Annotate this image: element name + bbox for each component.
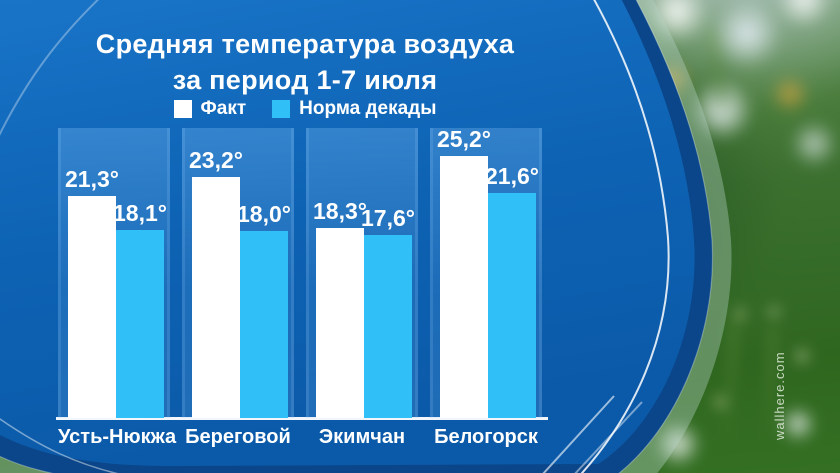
legend-fact-label: Факт: [200, 98, 247, 119]
fact-bar: [68, 196, 116, 418]
value-label: 21,3°: [65, 166, 119, 193]
x-axis-baseline: [56, 417, 548, 420]
value-label: 25,2°: [437, 125, 491, 152]
category-label: Белогорск: [434, 426, 538, 448]
legend-norm-label: Норма декады: [299, 98, 437, 119]
fact-bar: [440, 155, 488, 418]
norm-swatch-icon: [272, 100, 291, 118]
norm-bar: [116, 229, 164, 418]
category-label: Усть-Нюкжа: [58, 426, 177, 448]
value-label: 23,2°: [189, 146, 243, 173]
norm-bar: [488, 193, 536, 418]
chart: 21,3° 18,1° Усть-Нюкжа 23,2° 18,0° Береговой 1…: [56, 125, 548, 448]
column-panel: 25,2° 21,6°: [430, 125, 542, 418]
column-panel: 18,3° 17,6°: [306, 128, 418, 418]
fact-swatch-icon: [173, 100, 192, 118]
bottom-right-accent-line: [574, 401, 643, 473]
title-line-2: за период 1-7 июля: [172, 65, 438, 95]
fact-bar: [192, 176, 240, 418]
top-left-accent-arc: [0, 0, 99, 136]
category-label: Береговой: [185, 426, 291, 448]
inner-white-arc-line: [580, 0, 670, 473]
fact-bar: [316, 227, 364, 418]
bottom-right-accent-line: [542, 395, 615, 473]
bottom-left-accent-line: [0, 418, 119, 473]
column-panel: 21,3° 18,1°: [58, 128, 170, 418]
value-label: 18,0°: [237, 200, 291, 227]
chart-title: Средняя температура воздуха за период 1-…: [40, 26, 570, 98]
legend-item-fact: Факт: [173, 98, 247, 120]
legend-item-norm: Норма декады: [272, 98, 436, 120]
legend: Факт Норма декады: [40, 98, 570, 120]
value-label: 17,6°: [361, 204, 415, 231]
category-label: Экимчан: [318, 426, 406, 448]
value-label: 18,3°: [313, 197, 367, 224]
title-line-1: Средняя температура воздуха: [95, 29, 515, 59]
norm-bar: [364, 234, 412, 418]
column-panel: 23,2° 18,0°: [182, 128, 294, 418]
value-label: 18,1°: [113, 199, 167, 226]
value-label: 21,6°: [485, 163, 539, 190]
norm-bar: [240, 230, 288, 418]
